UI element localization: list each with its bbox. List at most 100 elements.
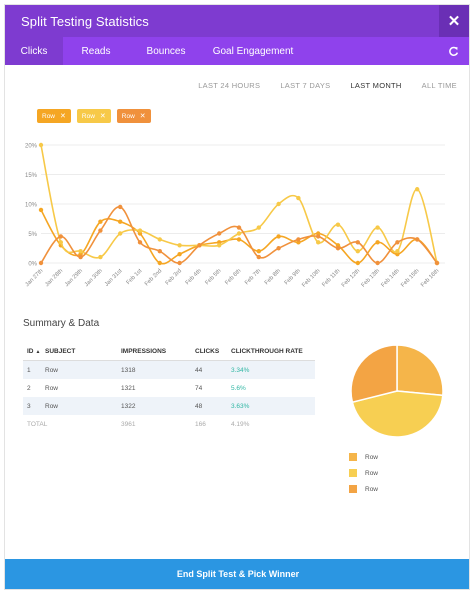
header-id[interactable]: ID ▲: [27, 348, 41, 355]
legend-swatch: [349, 485, 357, 493]
data-point: [256, 254, 261, 260]
cell-id: 3: [27, 402, 31, 410]
filter-chip[interactable]: Row ✕: [116, 109, 151, 123]
filter-chip-label: Row: [121, 112, 135, 120]
x-tick-label: Jan 31st: [104, 268, 124, 288]
x-tick-label: Feb 1st: [125, 268, 143, 286]
remove-icon[interactable]: ✕: [139, 113, 146, 120]
x-tick-label: Jan 30th: [84, 268, 104, 288]
data-point: [415, 237, 420, 242]
data-point: [38, 142, 44, 148]
cell-ctr: 3.63%: [231, 402, 250, 410]
tab-clicks[interactable]: Clicks: [5, 37, 63, 65]
data-point: [415, 187, 420, 192]
data-point: [276, 246, 281, 251]
y-tick-label: 0%: [28, 262, 37, 268]
data-point: [157, 260, 162, 266]
x-tick-label: Jan 27th: [24, 268, 44, 288]
data-point: [177, 260, 182, 266]
data-point: [177, 251, 182, 257]
legend-label: Row: [365, 453, 379, 461]
data-point: [78, 249, 83, 254]
cell-impressions: 1321: [121, 384, 136, 392]
range-last-month[interactable]: LAST MONTH: [350, 81, 402, 90]
total-impressions: 3961: [121, 420, 136, 428]
tab-bounces[interactable]: Bounces: [146, 45, 186, 57]
data-point: [236, 237, 242, 242]
y-tick-label: 10%: [25, 203, 38, 209]
legend-swatch: [349, 453, 357, 461]
x-tick-label: Feb 11th: [321, 268, 341, 288]
pie-slice: [351, 390, 444, 438]
data-point: [118, 231, 123, 236]
cell-id: 2: [27, 384, 31, 392]
x-tick-label: Jan 29th: [64, 268, 84, 288]
x-tick-label: Feb 5th: [204, 268, 222, 286]
data-point: [137, 228, 143, 233]
pie-slice: [396, 344, 444, 397]
x-tick-label: Feb 9th: [284, 268, 302, 286]
cell-clicks: 48: [195, 402, 203, 410]
data-point: [157, 237, 162, 242]
data-point: [355, 260, 360, 266]
data-point: [197, 243, 202, 248]
end-split-test-button[interactable]: End Split Test & Pick Winner: [5, 559, 469, 589]
pie-legend: Row Row Row: [349, 449, 378, 497]
refresh-icon[interactable]: [445, 43, 461, 59]
summary-title: Summary & Data: [23, 318, 100, 329]
data-point: [236, 225, 242, 230]
data-point: [395, 240, 400, 245]
table-row: 2 Row 1321 74 5.6%: [23, 379, 315, 397]
data-point: [316, 234, 321, 239]
tab-goal-engagement[interactable]: Goal Engagement: [212, 45, 294, 57]
header-impressions[interactable]: IMPRESSIONS: [121, 348, 167, 355]
data-point: [256, 225, 261, 230]
legend-item: Row: [349, 481, 378, 497]
close-button[interactable]: ✕: [439, 5, 469, 37]
header-ctr[interactable]: CLICKTHROUGH RATE: [231, 348, 303, 355]
filter-chip[interactable]: Row ✕: [37, 109, 71, 123]
cell-clicks: 74: [195, 384, 203, 392]
series-filter-chips: Row ✕ Row ✕ Row ✕: [37, 109, 151, 123]
data-point: [375, 260, 380, 266]
data-point: [217, 231, 222, 236]
x-tick-label: Feb 14th: [380, 268, 400, 288]
legend-item: Row: [349, 465, 378, 481]
data-point: [217, 243, 222, 248]
table-row: 3 Row 1322 48 3.63%: [23, 397, 315, 415]
data-point: [395, 249, 400, 254]
tab-reads[interactable]: Reads: [81, 45, 111, 57]
total-label: TOTAL: [27, 420, 48, 428]
x-tick-label: Feb 4th: [185, 268, 203, 286]
x-tick-label: Feb 15th: [400, 268, 420, 288]
clicks-pie-chart: [350, 344, 444, 438]
x-tick-label: Feb 12th: [341, 268, 361, 288]
y-tick-label: 15%: [25, 173, 38, 179]
x-tick-label: Feb 2nd: [144, 268, 163, 287]
range-last-7-days[interactable]: LAST 7 DAYS: [280, 81, 331, 90]
header-subject[interactable]: SUBJECT: [45, 348, 76, 355]
remove-icon[interactable]: ✕: [99, 113, 106, 120]
legend-label: Row: [365, 485, 379, 493]
range-last-24-hours[interactable]: LAST 24 HOURS: [198, 81, 261, 90]
legend-item: Row: [349, 449, 378, 465]
range-all-time[interactable]: ALL TIME: [421, 81, 457, 90]
data-point: [296, 237, 301, 242]
remove-icon[interactable]: ✕: [60, 113, 66, 120]
filter-chip[interactable]: Row ✕: [76, 109, 111, 123]
total-clicks: 166: [195, 420, 206, 428]
tab-bar: Clicks Reads Bounces Goal Engagement: [5, 37, 469, 65]
data-point: [335, 246, 341, 251]
split-testing-modal: Split Testing Statistics ✕ Clicks Reads …: [4, 4, 470, 590]
x-tick-label: Feb 6th: [224, 268, 242, 286]
data-point: [38, 260, 44, 266]
data-point: [98, 254, 103, 260]
x-tick-label: Feb 13th: [361, 268, 381, 288]
header-clicks[interactable]: CLICKS: [195, 348, 220, 355]
data-point: [118, 219, 123, 224]
sort-asc-icon: ▲: [35, 349, 41, 355]
cell-impressions: 1318: [121, 366, 136, 374]
cell-clicks: 44: [195, 366, 203, 374]
data-point: [78, 254, 83, 260]
x-tick-label: Feb 10th: [301, 268, 321, 288]
